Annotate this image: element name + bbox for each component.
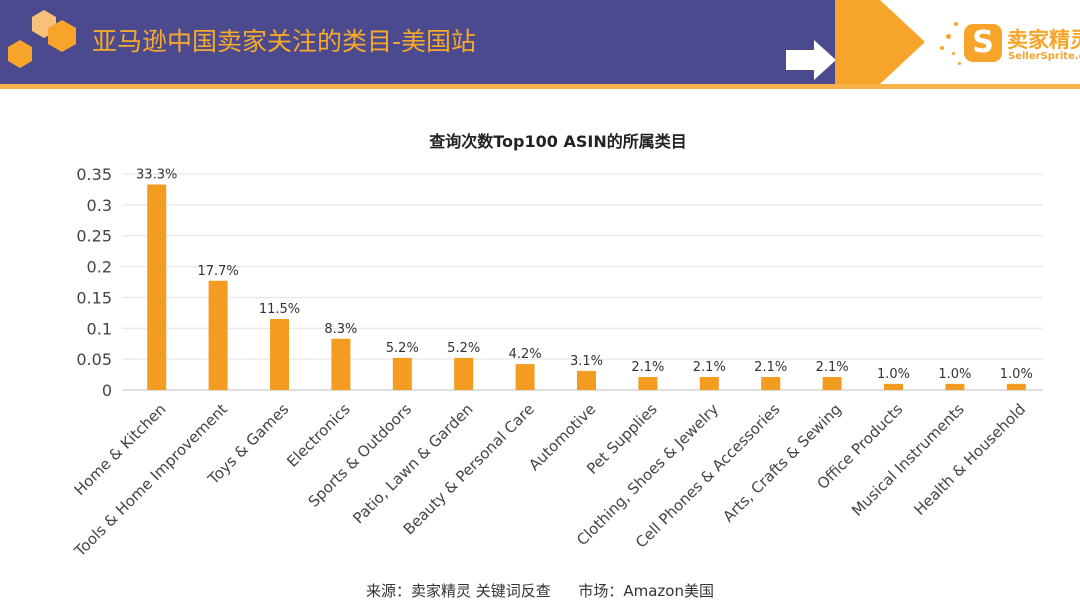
bar bbox=[515, 364, 535, 390]
y-tick-label: 0.25 bbox=[76, 227, 112, 246]
data-label: 5.2% bbox=[447, 341, 480, 356]
y-tick-label: 0.3 bbox=[87, 196, 112, 215]
sparkle-dot bbox=[954, 22, 958, 26]
x-tick-label: Health & Household bbox=[910, 400, 1029, 519]
bar bbox=[454, 357, 474, 390]
x-tick-label: Sports & Outdoors bbox=[305, 400, 416, 511]
bar bbox=[208, 280, 228, 390]
y-tick-label: 0 bbox=[102, 381, 112, 400]
sparkle-dot bbox=[940, 46, 944, 50]
source-label: 来源：卖家精灵 关键词反查 bbox=[366, 582, 551, 600]
data-label: 2.1% bbox=[816, 360, 849, 375]
data-label: 8.3% bbox=[324, 322, 357, 337]
bar bbox=[945, 383, 965, 390]
sparkle-dot bbox=[946, 34, 951, 39]
data-label: 2.1% bbox=[754, 360, 787, 375]
bar bbox=[761, 377, 781, 390]
bar bbox=[270, 319, 289, 390]
y-tick-label: 0.1 bbox=[87, 319, 112, 338]
data-label: 17.7% bbox=[197, 264, 238, 279]
source-note: 来源：卖家精灵 关键词反查 市场：Amazon美国 bbox=[0, 580, 1080, 601]
hexagon-decoration-icon bbox=[8, 10, 76, 68]
x-tick-label: Arts, Crafts & Sewing bbox=[719, 400, 845, 526]
x-tick-label: Musical Instruments bbox=[848, 400, 968, 520]
data-label: 2.1% bbox=[631, 360, 664, 375]
data-label: 4.2% bbox=[509, 347, 542, 362]
page-title: 亚马逊中国卖家关注的类目-美国站 bbox=[92, 27, 477, 56]
bar bbox=[1006, 383, 1026, 390]
logo-subtext: SellerSprite.com bbox=[1008, 51, 1080, 62]
data-label: 1.0% bbox=[1000, 367, 1033, 382]
bar-chart: 查询次数Top100 ASIN的所属类目 0 0.05 0.1 0.15 0.2 0.25… bbox=[70, 132, 1043, 561]
bar bbox=[577, 370, 596, 390]
data-label: 2.1% bbox=[693, 360, 726, 375]
y-tick-label: 0.2 bbox=[87, 258, 112, 277]
y-tick-label: 0.35 bbox=[76, 165, 112, 184]
x-tick-label: Patio, Lawn & Garden bbox=[349, 400, 476, 527]
logo-text: 卖家精灵 bbox=[1007, 28, 1080, 52]
data-label: 33.3% bbox=[136, 167, 177, 182]
sparkle-dot bbox=[952, 52, 955, 55]
header-divider bbox=[0, 84, 1080, 89]
bar bbox=[392, 357, 412, 390]
y-tick-label: 0.05 bbox=[76, 350, 112, 369]
bar bbox=[147, 184, 167, 390]
data-label: 5.2% bbox=[386, 341, 419, 356]
sparkle-dot bbox=[958, 62, 961, 65]
data-label: 1.0% bbox=[877, 367, 910, 382]
data-label: 11.5% bbox=[259, 302, 300, 317]
data-label: 3.1% bbox=[570, 354, 603, 369]
chart-title: 查询次数Top100 ASIN的所属类目 bbox=[429, 132, 686, 151]
chevron-right-icon bbox=[835, 0, 925, 84]
bar bbox=[884, 383, 903, 390]
logo-icon: S bbox=[964, 24, 1002, 62]
y-tick-label: 0.15 bbox=[76, 288, 112, 307]
source-market: 市场：Amazon美国 bbox=[578, 582, 714, 600]
bar bbox=[638, 377, 658, 390]
x-tick-label: Beauty & Personal Care bbox=[400, 400, 538, 538]
bar bbox=[331, 338, 351, 390]
data-label: 1.0% bbox=[938, 367, 971, 382]
bar bbox=[822, 377, 842, 390]
bar bbox=[699, 377, 719, 390]
arrow-right-icon bbox=[786, 40, 836, 80]
